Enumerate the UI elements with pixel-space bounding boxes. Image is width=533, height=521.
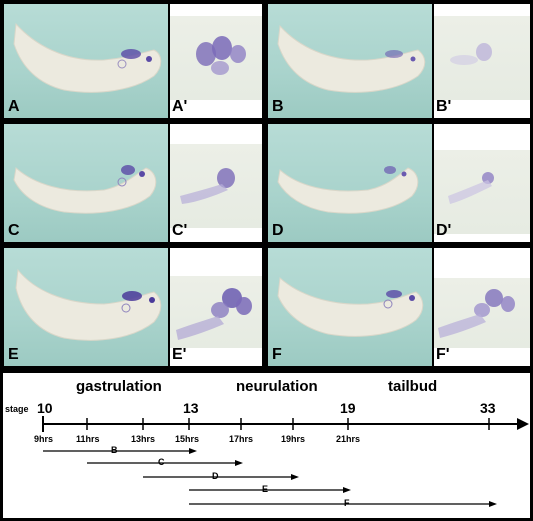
panel-label: C [8,222,20,239]
panel-C: C C' [4,124,262,242]
inset-image-C: C' [170,124,262,242]
range-label-F: F [344,498,350,508]
embryo-image-A: A [4,4,168,118]
embryo-image-E: E [4,248,168,366]
inset-image-F: F' [434,248,530,366]
inset-drawing [196,36,246,75]
inset-image-E: E' [170,248,262,366]
embryo-drawing [13,22,162,93]
stage-label: stage [5,404,29,414]
embryo-image-C: C [4,124,168,242]
range-E-head [343,487,351,493]
inset-photo [434,150,530,234]
panel-label: A [8,98,20,115]
embryo-drawing [277,276,424,337]
inset-label: F' [436,346,450,363]
embryo-drawing [13,165,157,214]
inset-photo [434,278,530,348]
stage-13: 13 [183,400,199,416]
range-label-B: B [111,445,118,455]
range-D-head [291,474,299,480]
panel-label: D [272,222,284,239]
inset-drawing [450,43,492,65]
hours-13: 13hrs [131,434,156,444]
hours-19: 19hrs [281,434,306,444]
embryo-drawing [15,268,162,341]
panel-A: A A' [4,4,262,118]
embryo-image-B: B [268,4,432,118]
developmental-timeline: gastrulation neurulation tailbud stage 1… [3,373,530,518]
inset-drawing [180,168,235,204]
stage-10: 10 [37,400,53,416]
inset-drawing [438,289,515,338]
embryo-image-F: F [268,248,432,366]
embryo-drawing [277,24,426,93]
panel-B: B B' [268,4,530,118]
embryo-image-D: D [268,124,432,242]
range-B-head [189,448,197,454]
inset-label: A' [172,98,188,115]
stage-33: 33 [480,400,496,416]
stage-19: 19 [340,400,356,416]
panel-F: F F' [268,248,530,366]
inset-image-A: A' [170,4,262,118]
phase-tailbud: tailbud [388,378,438,395]
inset-label: C' [172,222,188,239]
axis-arrowhead [517,418,529,430]
inset-photo [434,16,530,100]
panel-D: D D' [268,124,530,242]
range-label-C: C [158,457,165,467]
inset-label: B' [436,98,452,115]
hours-9: 9hrs [34,434,54,444]
hours-21: 21hrs [336,434,361,444]
hours-11: 11hrs [76,434,100,444]
hours-15: 15hrs [175,434,200,444]
inset-image-D: D' [434,124,530,242]
inset-image-B: B' [434,4,530,118]
inset-photo [170,276,262,348]
timeline-axis [42,416,529,507]
panel-E: E E' [4,248,262,366]
inset-photo [170,144,262,228]
hours-17: 17hrs [229,434,254,444]
inset-drawing [448,172,494,204]
inset-drawing [176,288,252,340]
phase-neurulation: neurulation [236,378,318,395]
inset-label: E' [172,346,187,363]
range-F-head [489,501,497,507]
embryo-drawing [277,166,419,214]
phase-gastrulation: gastrulation [76,378,162,395]
inset-label: D' [436,222,452,239]
panel-label: F [272,346,282,363]
range-label-D: D [212,471,219,481]
inset-photo [170,16,262,100]
panel-label: E [8,346,19,363]
range-label-E: E [262,484,269,494]
range-C-head [235,460,243,466]
panel-label: B [272,98,284,115]
